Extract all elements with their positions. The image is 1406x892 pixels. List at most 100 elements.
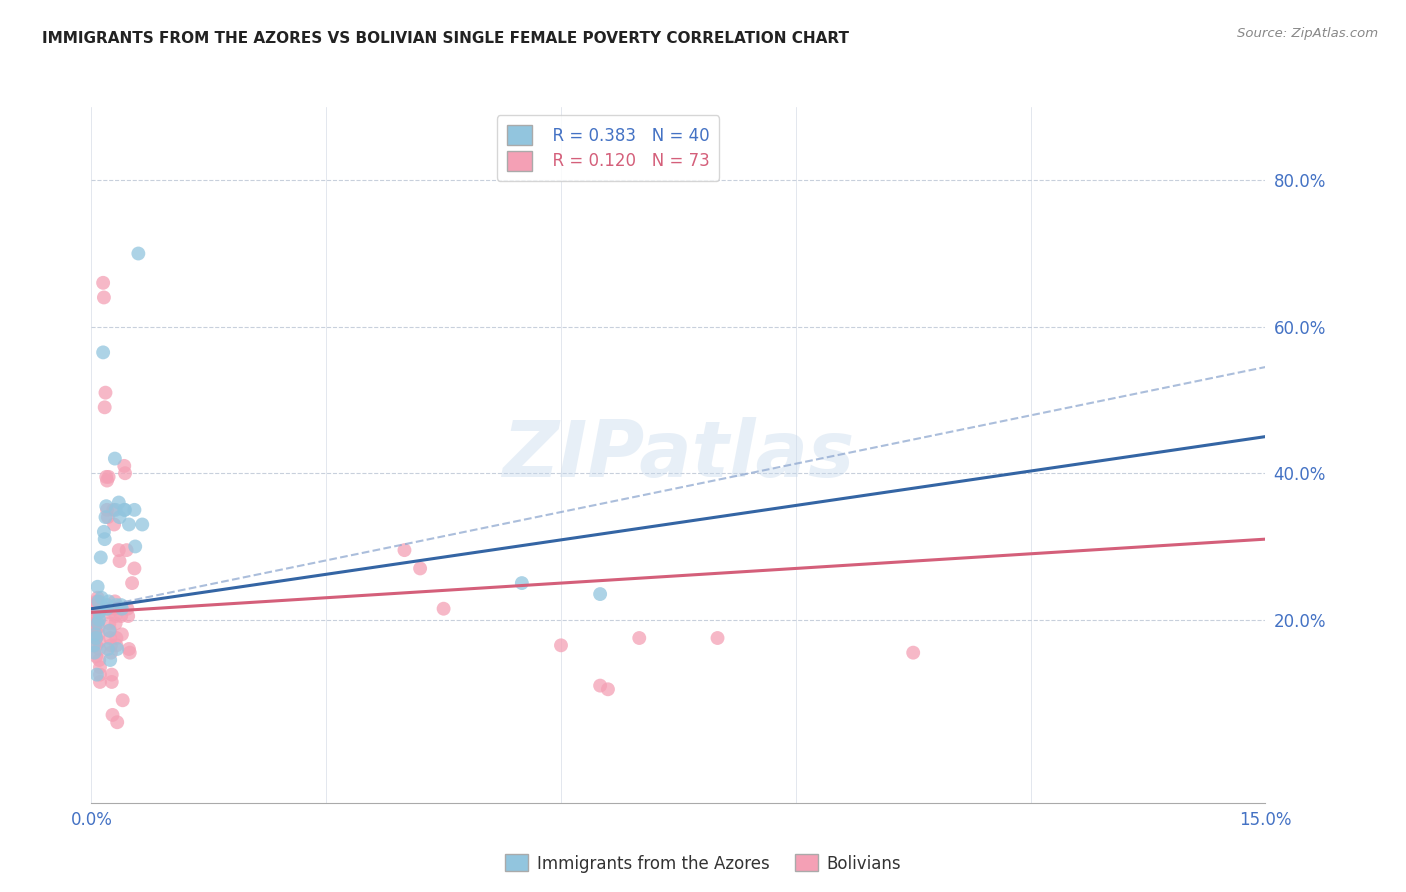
Point	[100, 667, 122, 681]
Point	[104, 451, 127, 466]
Point	[97, 642, 120, 657]
Point	[89, 660, 111, 674]
Point	[105, 642, 128, 657]
Point	[117, 601, 139, 615]
Point	[589, 587, 612, 601]
Point	[93, 290, 115, 304]
Point	[110, 609, 132, 624]
Point	[98, 624, 121, 638]
Point	[89, 606, 111, 620]
Point	[105, 638, 128, 652]
Point	[96, 503, 118, 517]
Point	[118, 517, 141, 532]
Point	[86, 580, 108, 594]
Point	[87, 594, 110, 608]
Point	[104, 616, 127, 631]
Point	[89, 667, 111, 681]
Point	[89, 653, 111, 667]
Point	[111, 601, 134, 615]
Point	[90, 550, 112, 565]
Text: IMMIGRANTS FROM THE AZORES VS BOLIVIAN SINGLE FEMALE POVERTY CORRELATION CHART: IMMIGRANTS FROM THE AZORES VS BOLIVIAN S…	[42, 31, 849, 46]
Point	[84, 638, 107, 652]
Point	[105, 598, 128, 612]
Point	[110, 601, 132, 615]
Point	[87, 613, 110, 627]
Point	[86, 594, 108, 608]
Point	[103, 503, 125, 517]
Point	[96, 601, 118, 615]
Point	[112, 503, 135, 517]
Point	[124, 503, 146, 517]
Point	[98, 631, 121, 645]
Point	[89, 634, 111, 648]
Point	[118, 642, 141, 657]
Point	[83, 646, 105, 660]
Text: Source: ZipAtlas.com: Source: ZipAtlas.com	[1237, 27, 1378, 40]
Point	[131, 517, 153, 532]
Point	[432, 601, 454, 615]
Legend:   R = 0.383   N = 40,   R = 0.120   N = 73: R = 0.383 N = 40, R = 0.120 N = 73	[496, 115, 720, 180]
Point	[510, 576, 533, 591]
Point	[121, 576, 143, 591]
Point	[98, 624, 121, 638]
Point	[97, 510, 120, 524]
Point	[101, 707, 124, 722]
Point	[94, 385, 117, 400]
Point	[110, 598, 132, 612]
Point	[394, 543, 416, 558]
Point	[104, 601, 127, 615]
Point	[89, 675, 111, 690]
Point	[107, 495, 129, 509]
Point	[94, 510, 117, 524]
Point	[83, 638, 105, 652]
Point	[108, 554, 131, 568]
Point	[86, 616, 108, 631]
Point	[93, 524, 115, 539]
Point	[90, 591, 112, 605]
Point	[93, 532, 115, 546]
Point	[97, 470, 120, 484]
Point	[706, 631, 728, 645]
Point	[127, 246, 149, 260]
Point	[84, 649, 107, 664]
Point	[83, 613, 105, 627]
Point	[124, 540, 146, 554]
Point	[100, 675, 122, 690]
Point	[104, 594, 127, 608]
Point	[96, 474, 118, 488]
Point	[589, 679, 612, 693]
Point	[89, 642, 111, 657]
Point	[96, 499, 118, 513]
Point	[91, 345, 114, 359]
Point	[115, 543, 138, 558]
Point	[86, 591, 108, 605]
Point	[83, 601, 105, 615]
Point	[117, 609, 139, 624]
Point	[114, 467, 136, 481]
Point	[100, 638, 122, 652]
Point	[111, 693, 134, 707]
Point	[103, 517, 125, 532]
Point	[86, 601, 108, 615]
Point	[83, 606, 105, 620]
Point	[100, 646, 122, 660]
Point	[91, 276, 114, 290]
Point	[112, 458, 135, 473]
Point	[96, 470, 118, 484]
Point	[93, 401, 115, 415]
Point	[98, 616, 121, 631]
Point	[89, 613, 111, 627]
Point	[96, 598, 118, 612]
Point	[105, 631, 128, 645]
Point	[84, 624, 107, 638]
Point	[111, 627, 134, 641]
Point	[98, 606, 121, 620]
Point	[83, 598, 105, 612]
Point	[84, 631, 107, 645]
Point	[104, 503, 127, 517]
Point	[596, 682, 619, 697]
Point	[114, 503, 136, 517]
Point	[84, 620, 107, 634]
Point	[86, 667, 108, 681]
Point	[98, 653, 121, 667]
